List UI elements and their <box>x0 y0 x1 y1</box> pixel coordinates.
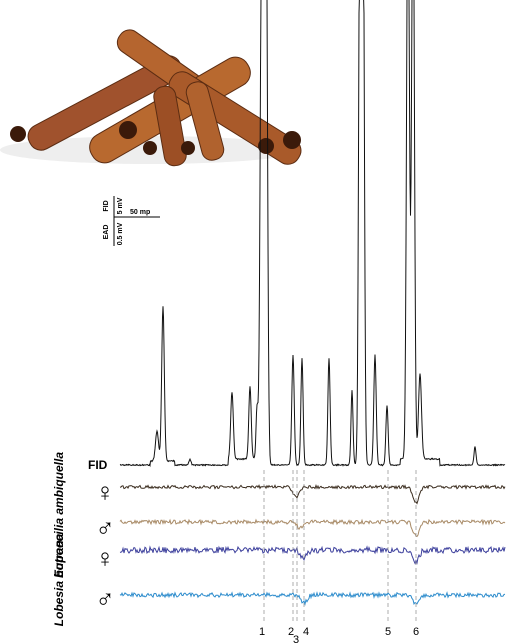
sex-symbol: ♀ <box>95 477 115 507</box>
ead-trace <box>119 545 506 565</box>
ead-trace <box>119 483 506 505</box>
sex-symbol: ♂ <box>95 584 115 614</box>
species-name: Lobesia botrana <box>52 533 66 626</box>
trace-label: FID <box>88 458 108 472</box>
scale-bar: FID 5 mV EAD 0.5 mV 50 mp <box>103 196 160 246</box>
species-name: Eupoecilia ambiquella <box>52 452 66 578</box>
peak-label: 2 <box>288 626 294 638</box>
peak-label: 6 <box>413 626 419 638</box>
peak-label: 4 <box>303 626 309 638</box>
peak-label: 5 <box>385 626 391 638</box>
sex-symbol: ♀ <box>95 543 115 573</box>
cinnamon-image <box>0 29 302 167</box>
scale-label: EAD <box>103 225 110 240</box>
scale-label: 5 mV <box>117 197 124 214</box>
fid-trace <box>119 0 506 468</box>
peak-label: 3 <box>293 634 299 644</box>
scale-label: FID <box>103 200 110 211</box>
sex-symbol: ♂ <box>95 513 115 543</box>
scale-label: 50 mp <box>130 209 150 216</box>
scale-label: 0.5 mV <box>117 222 124 245</box>
ead-trace <box>119 518 506 538</box>
ead-trace <box>119 591 506 606</box>
peak-label: 1 <box>259 626 265 638</box>
